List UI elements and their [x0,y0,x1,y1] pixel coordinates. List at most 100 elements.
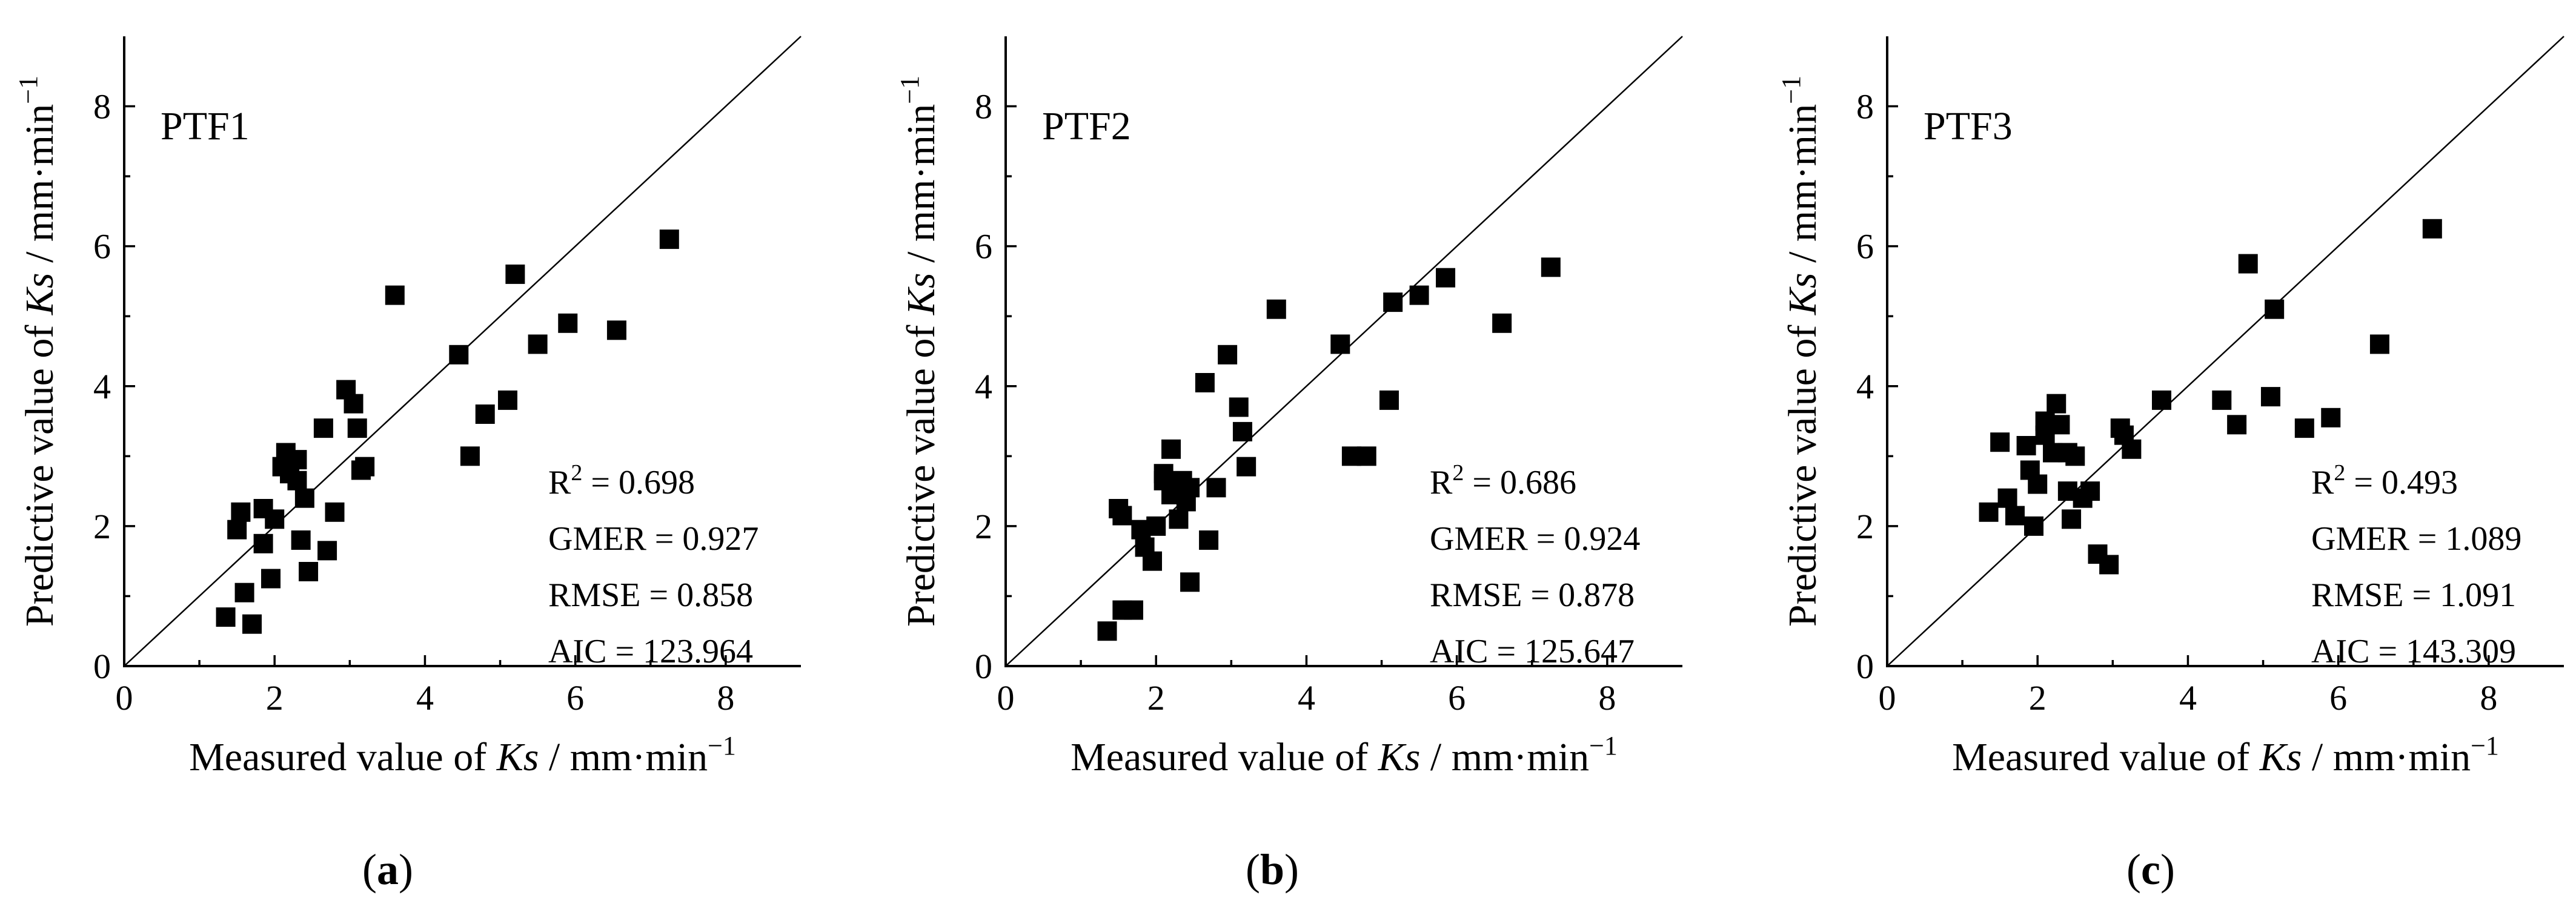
data-point [1997,488,2017,508]
data-point [2005,506,2025,526]
caption-close-paren: ) [1284,845,1299,894]
x-tick-label: 6 [566,678,584,718]
data-point [1379,390,1399,410]
y-axis-title: Predictive value of Ks / mm·min−1 [13,76,62,627]
data-point [606,320,626,340]
data-point [1112,506,1132,526]
data-point [2024,516,2044,536]
data-point [2265,299,2285,319]
data-point [449,345,469,365]
y-axis-title-exponent: −1 [13,76,43,104]
data-point [460,446,480,466]
y-axis-title-symbol: Ks [18,272,62,315]
y-axis-title-prefix: Predictive value of [18,315,62,627]
y-axis-title-prefix: Predictive value of [1781,315,1825,627]
y-tick-label: 2 [975,507,992,546]
data-point [265,509,285,529]
y-tick-label: 2 [1856,507,1874,546]
caption-letter: a [377,845,399,894]
data-point [659,229,679,249]
data-point [1199,530,1219,550]
y-tick-label: 8 [93,87,111,127]
panel-title: PTF3 [1924,104,2013,148]
y-axis-title-symbol: Ks [899,272,943,315]
data-point [1383,292,1403,312]
data-point [475,404,495,424]
data-point [2062,509,2082,529]
data-point [344,394,363,414]
x-axis-title: Measured value of Ks / mm·min−1 [189,731,736,779]
data-point [1180,478,1200,498]
data-point [1206,478,1226,498]
data-point [2321,408,2341,427]
x-axis-title-exponent: −1 [708,731,736,761]
y-tick-label: 6 [975,227,992,266]
data-point [287,470,307,490]
caption-open-paren: ( [1246,845,1260,894]
y-tick-label: 4 [975,367,992,406]
stat-line: GMER = 0.927 [548,520,759,558]
data-point [1232,421,1252,441]
y-axis-title: Predictive value of Ks / mm·min−1 [1776,76,1825,627]
stat-value: = 123.964 [606,633,753,670]
data-point [2016,436,2036,455]
stat-sup: 2 [571,460,582,486]
panel-caption: (a) [362,845,413,894]
stat-sup: 2 [2334,460,2345,486]
data-point [1979,502,1999,522]
stat-line: RMSE = 1.091 [2311,576,2516,614]
data-point [1492,313,1512,333]
data-point [313,418,333,438]
x-axis-title-prefix: Measured value of [1071,735,1378,779]
x-axis-title-unit: / mm·min [2302,735,2471,779]
data-point [2294,418,2314,438]
data-point [2152,390,2172,410]
stat-label: RMSE [2311,576,2404,614]
x-axis-title-symbol: Ks [2259,735,2302,779]
data-point [1143,551,1163,571]
caption-open-paren: ( [362,845,377,894]
data-point [1195,373,1215,392]
y-tick-label: 6 [1856,227,1874,266]
data-point [2422,219,2442,239]
data-point [528,334,548,354]
data-point [2065,446,2085,466]
data-point [1097,621,1117,641]
data-point [2238,254,2258,274]
stat-label: AIC [1430,633,1488,670]
x-axis-title-prefix: Measured value of [189,735,497,779]
y-axis-title-prefix: Predictive value of [899,315,943,627]
data-point [2212,390,2232,410]
data-point [1169,509,1189,529]
data-point [347,418,367,438]
y-axis-title-unit: / mm·min [18,104,62,273]
data-point [253,533,273,553]
stat-label: RMSE [548,576,641,614]
data-point [294,488,314,508]
x-axis-title-exponent: −1 [1589,731,1618,761]
stat-label: RMSE [1430,576,1522,614]
stat-label: GMER [548,520,646,558]
stat-sup: 2 [1452,460,1464,486]
data-point [2047,394,2066,414]
stat-value: = 0.924 [1528,520,1641,558]
y-tick-label: 0 [1856,647,1874,686]
data-point [242,614,262,634]
stat-line: RMSE = 0.878 [1430,576,1635,614]
x-tick-label: 8 [1598,678,1616,718]
stat-label: GMER [1430,520,1528,558]
stat-label: AIC [2311,633,2369,670]
data-point [287,450,307,470]
panel-caption: (b) [1246,845,1299,894]
stat-label: R [2311,464,2334,501]
data-point [1123,600,1143,620]
panel-caption: (c) [2126,845,2175,894]
y-axis-title-exponent: −1 [895,76,925,104]
data-point [227,520,247,540]
x-axis-title-exponent: −1 [2471,731,2499,761]
stat-value: = 0.698 [582,464,695,501]
data-point [355,457,375,477]
data-point [1266,299,1286,319]
stat-line: GMER = 1.089 [2311,520,2521,558]
